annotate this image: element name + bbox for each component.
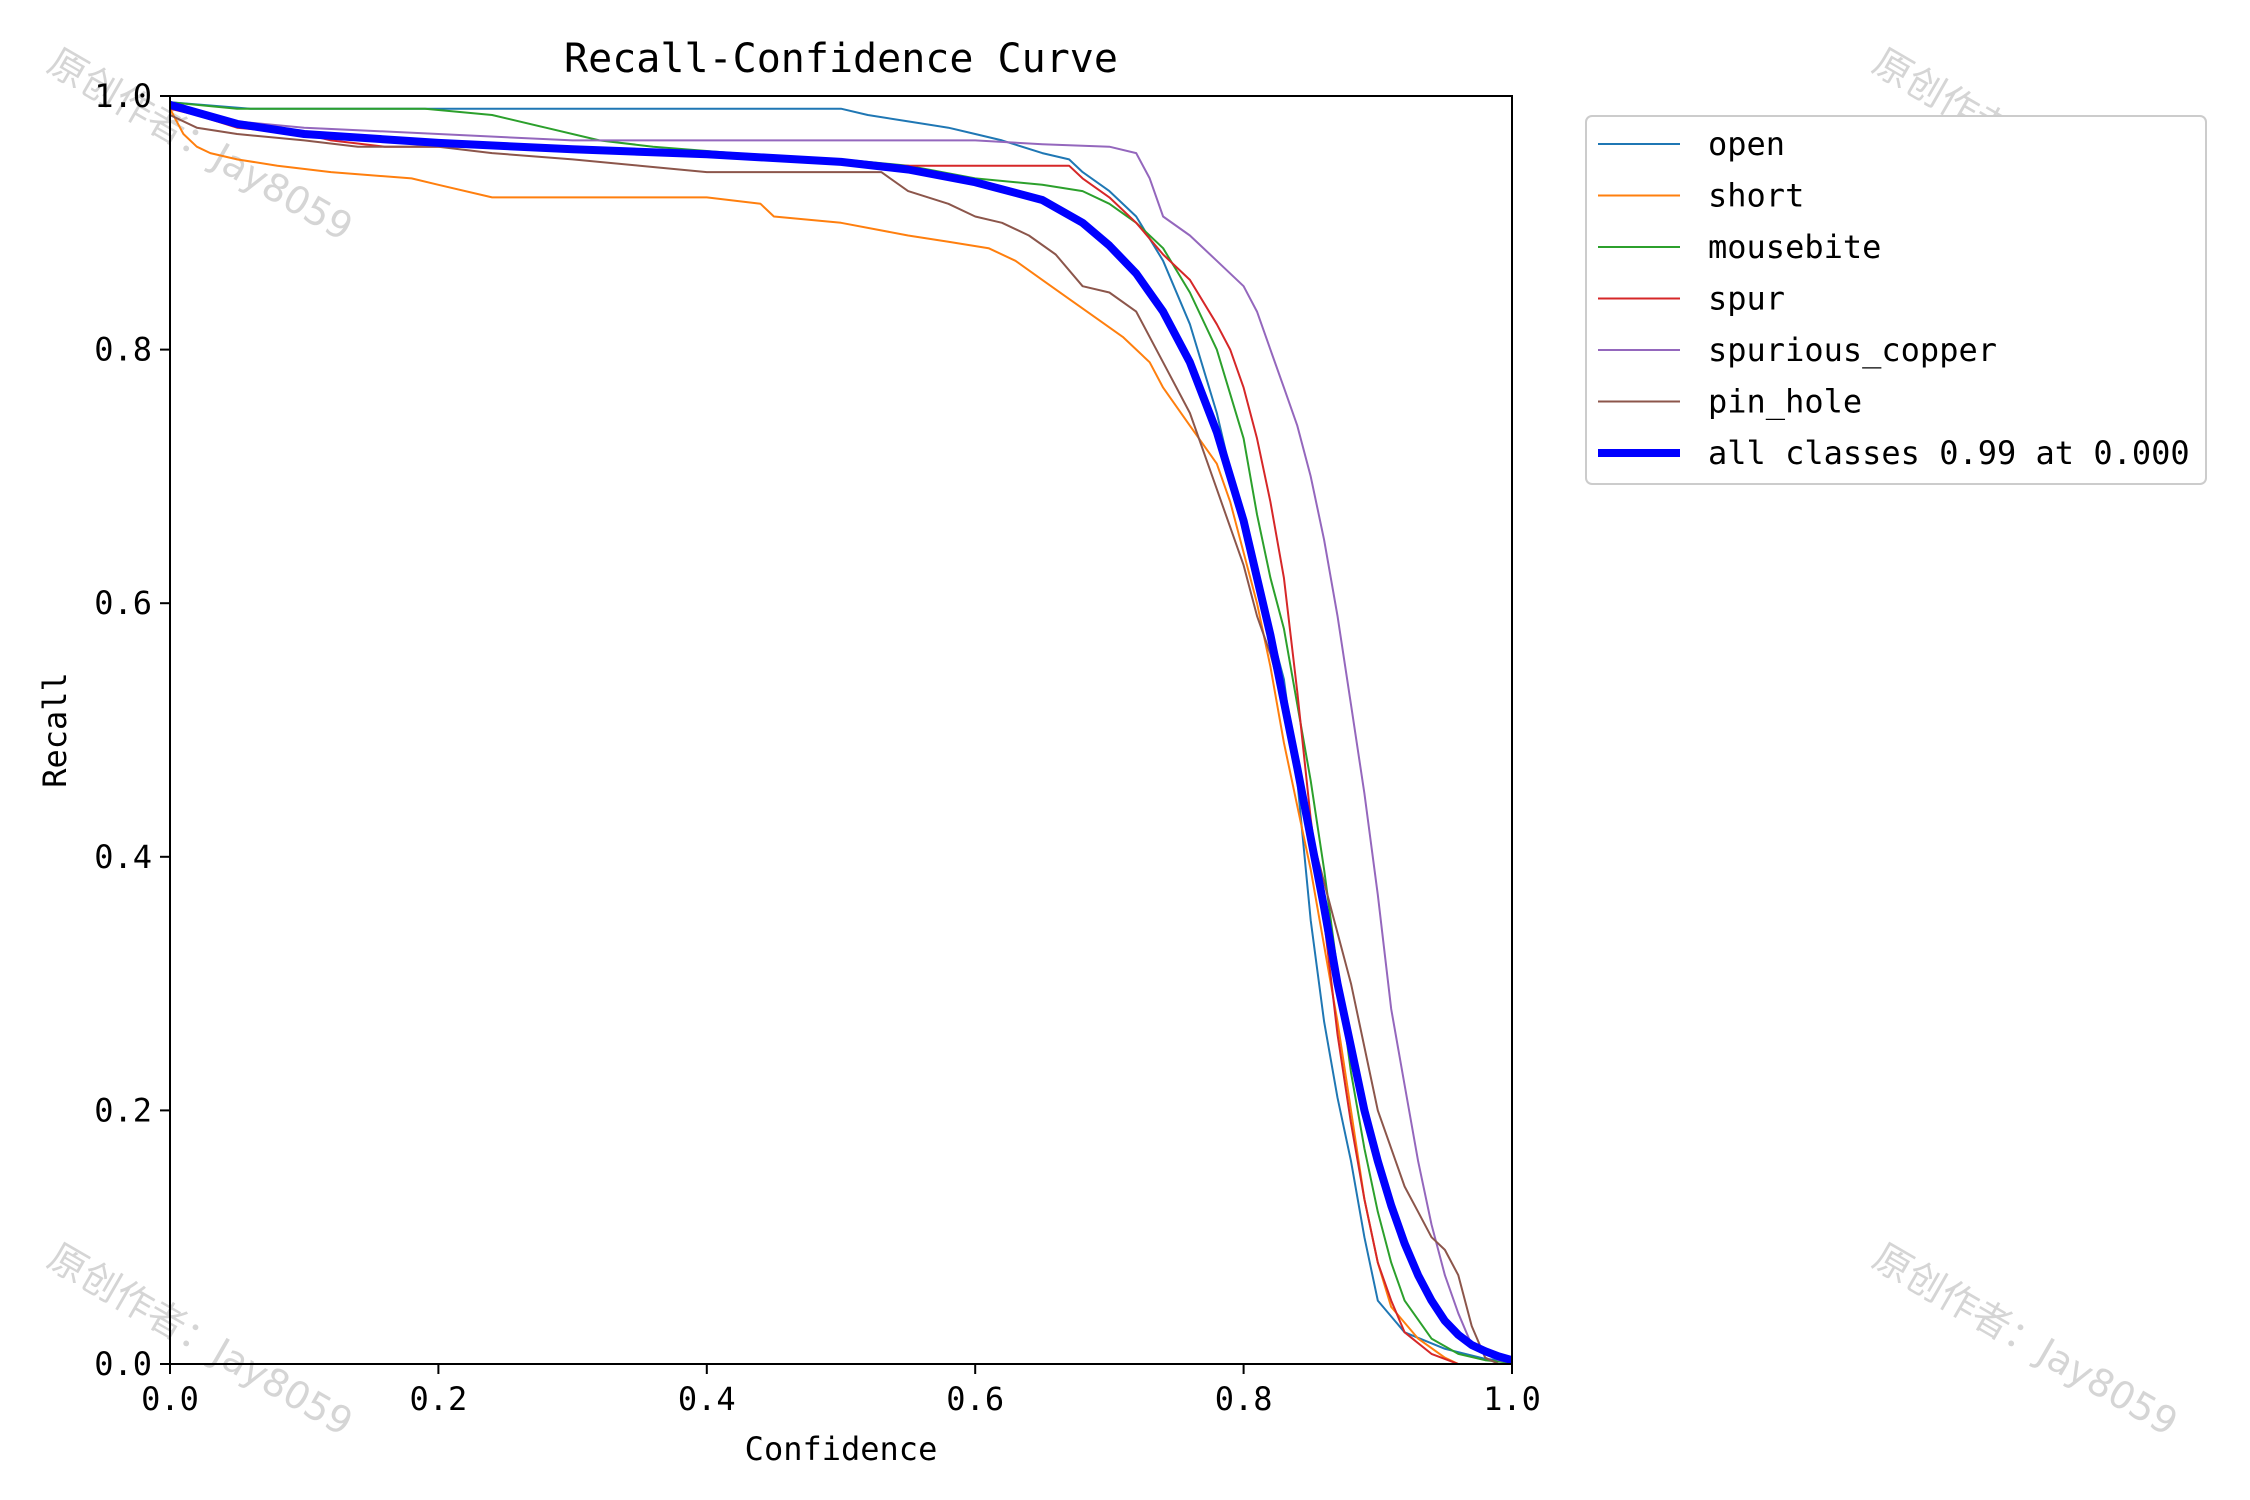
- chart-title: Recall-Confidence Curve: [564, 36, 1118, 82]
- legend-label: open: [1708, 125, 1785, 163]
- y-tick-label: 0.0: [94, 1345, 152, 1383]
- x-tick-label: 0.2: [410, 1380, 468, 1418]
- legend-label: pin_hole: [1708, 383, 1862, 421]
- x-tick-label: 0.6: [946, 1380, 1004, 1418]
- series-line-mousebite: [170, 101, 1512, 1364]
- series-line-open: [170, 101, 1512, 1363]
- legend-label: spurious_copper: [1708, 331, 1997, 369]
- y-tick-label: 1.0: [94, 77, 152, 115]
- y-tick-label: 0.8: [94, 331, 152, 369]
- series-line-all-classes-0-99-at-0-000: [170, 100, 1512, 1364]
- legend-label: spur: [1708, 280, 1785, 318]
- series-line-spurious-copper: [170, 101, 1512, 1364]
- legend-label: all classes 0.99 at 0.000: [1708, 434, 2190, 472]
- y-axis: 0.0 0.2 0.4 0.6 0.8 1.0: [94, 77, 170, 1383]
- series-line-pin-hole: [170, 114, 1500, 1364]
- x-tick-label: 1.0: [1483, 1380, 1541, 1418]
- legend: open short mousebite spur spurious_copperpin…: [1585, 115, 2207, 485]
- series-line-short: [170, 107, 1460, 1364]
- legend-frame: [1585, 115, 2207, 485]
- x-axis: 0.0 0.2 0.4 0.6 0.8 1.0: [141, 1364, 1541, 1418]
- x-axis-label: Confidence: [745, 1430, 938, 1468]
- y-tick-label: 0.6: [94, 584, 152, 622]
- y-tick-label: 0.2: [94, 1091, 152, 1129]
- y-tick-label: 0.4: [94, 838, 152, 876]
- plot-frame: [169, 95, 1513, 1365]
- x-tick-label: 0.4: [678, 1380, 736, 1418]
- series-layer: [170, 100, 1512, 1364]
- y-axis-label: Recall: [36, 672, 74, 788]
- x-tick-label: 0.0: [141, 1380, 199, 1418]
- x-tick-label: 0.8: [1215, 1380, 1273, 1418]
- legend-label: mousebite: [1708, 228, 1881, 266]
- legend-label: short: [1708, 177, 1804, 215]
